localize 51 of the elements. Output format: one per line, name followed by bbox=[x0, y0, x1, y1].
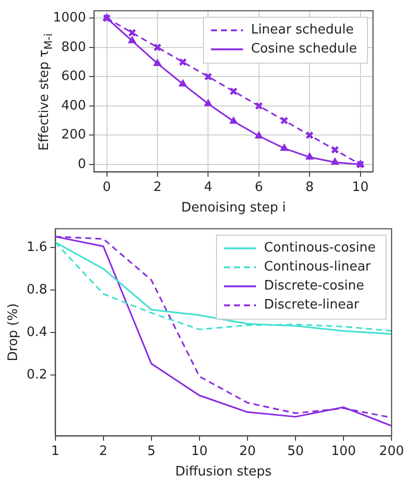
x-tick-label: 2 bbox=[99, 444, 108, 459]
x-tick-label: 10 bbox=[191, 444, 208, 459]
x-axis-title: Denoising step i bbox=[181, 200, 286, 216]
point bbox=[331, 158, 339, 165]
point bbox=[153, 43, 162, 52]
point bbox=[178, 58, 187, 66]
point bbox=[254, 102, 263, 110]
x-tick-label: 200 bbox=[379, 444, 404, 459]
y-axis-title: Drop (%) bbox=[6, 303, 22, 362]
x-tick-label: 2 bbox=[153, 180, 162, 195]
y-tick-label: 0.4 bbox=[26, 324, 48, 340]
legend-label: Discrete-cosine bbox=[264, 278, 364, 294]
x-tick-label: 0 bbox=[102, 180, 111, 195]
point bbox=[204, 72, 212, 81]
y-tick-label: 400 bbox=[61, 98, 86, 114]
x-tick-label: 5 bbox=[147, 444, 156, 459]
legend-label: Continous-cosine bbox=[264, 240, 376, 256]
y-tick-label: 0.2 bbox=[26, 367, 48, 382]
x-axis-title: Diffusion steps bbox=[175, 464, 272, 480]
point bbox=[154, 58, 162, 66]
x-tick-label: 4 bbox=[204, 180, 212, 195]
x-tick-label: 20 bbox=[239, 444, 256, 459]
point bbox=[178, 79, 187, 86]
x-tick-label: 10 bbox=[352, 180, 369, 195]
point bbox=[306, 131, 314, 140]
point bbox=[280, 116, 288, 125]
x-tick-label: 8 bbox=[305, 180, 314, 195]
y-tick-label: 0 bbox=[78, 156, 86, 172]
x-tick-label: 50 bbox=[287, 444, 304, 459]
y-tick-label: 800 bbox=[61, 40, 86, 55]
point bbox=[306, 152, 314, 160]
legend-label: Continous-linear bbox=[264, 260, 372, 275]
legend-label: Discrete-linear bbox=[264, 298, 360, 313]
point bbox=[128, 28, 136, 37]
point bbox=[280, 144, 288, 151]
x-tick-label: 6 bbox=[254, 180, 264, 195]
legend-label: Linear schedule bbox=[250, 22, 354, 38]
point bbox=[128, 36, 136, 44]
point bbox=[254, 131, 263, 138]
x-tick-label: 100 bbox=[331, 444, 356, 459]
y-tick-label: 600 bbox=[61, 69, 86, 84]
point bbox=[229, 87, 238, 96]
legend-label: Cosine schedule bbox=[250, 42, 358, 57]
y-tick-label: 1.6 bbox=[26, 240, 48, 255]
point bbox=[230, 116, 238, 124]
y-tick-label: 0.8 bbox=[26, 282, 48, 298]
point bbox=[330, 146, 340, 154]
point bbox=[204, 99, 212, 106]
x-tick-label: 1 bbox=[51, 444, 60, 459]
y-tick-label: 1000 bbox=[52, 10, 86, 26]
y-tick-label: 200 bbox=[61, 128, 86, 143]
